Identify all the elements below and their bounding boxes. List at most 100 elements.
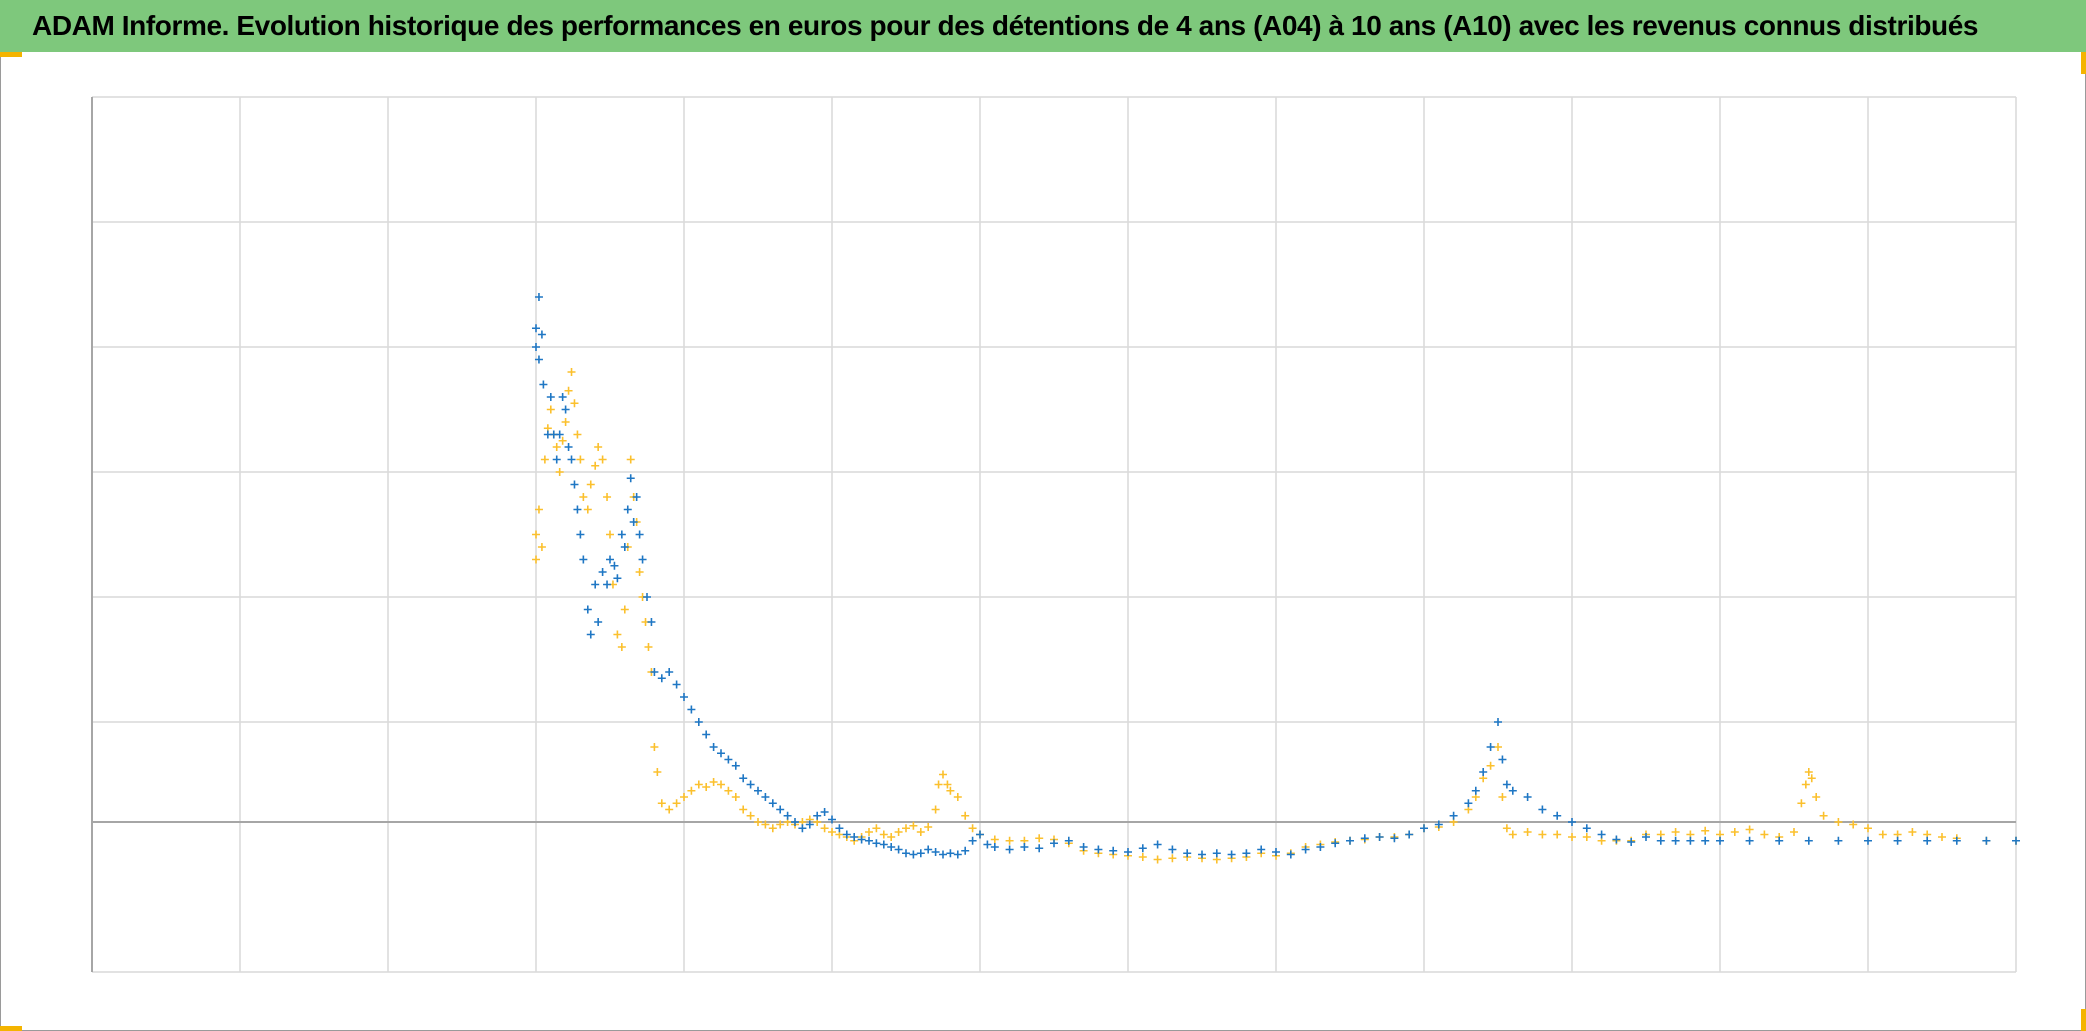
page-title: ADAM Informe. Evolution historique des p… (32, 10, 1979, 41)
series-a04-point (687, 705, 696, 714)
series-a10-point (931, 805, 940, 814)
series-a04-point (1804, 836, 1813, 845)
series-a10-point (916, 828, 925, 836)
series-a04-point (702, 730, 711, 739)
series-a10-point (943, 780, 952, 789)
series-a10-point (1498, 793, 1507, 801)
series-a10-point (579, 493, 588, 501)
series-a10-point (534, 505, 543, 514)
series-a04-point (1390, 834, 1399, 843)
series-a04-point (946, 849, 955, 858)
series-a04-point (1612, 835, 1621, 844)
series-a10-point (768, 824, 777, 833)
series-a04-point (717, 749, 725, 758)
series-a04-point (820, 808, 829, 816)
series-a04-point (1079, 843, 1088, 851)
series-a10-point (724, 786, 733, 795)
series-a04-point (1642, 833, 1650, 841)
series-a04-point (586, 630, 595, 639)
series-a04-point (1775, 836, 1784, 845)
title-bar: ADAM Informe. Evolution historique des p… (0, 0, 2086, 52)
series-a10-point (657, 799, 666, 808)
series-a04-point (1893, 836, 1902, 845)
series-a04-point (1301, 845, 1310, 854)
series-a10-point (561, 418, 570, 426)
series-a10-point (924, 823, 933, 831)
series-a04-point (570, 480, 579, 489)
series-a10-point (583, 505, 592, 514)
series-a04-point (783, 811, 792, 820)
series-a10-point (1671, 828, 1680, 836)
series-a10-point (1878, 830, 1887, 839)
series-a04-point (909, 850, 918, 859)
series-a10-point (739, 805, 748, 814)
series-a04-point (665, 668, 674, 676)
series-a04-point (857, 835, 866, 844)
series-a04-point (680, 693, 688, 701)
series-a10-point (540, 455, 549, 464)
series-a04-point (635, 530, 644, 539)
series-a04-point (1834, 836, 1843, 845)
series-a04-point (1671, 836, 1680, 845)
corner-accent-top-left (0, 52, 22, 57)
series-a10-point (598, 455, 607, 464)
series-a04-point (872, 839, 881, 848)
series-a04-point (1582, 824, 1591, 833)
series-a04-point (894, 845, 903, 854)
series-a10-point (570, 399, 579, 408)
series-a10-point (968, 824, 977, 833)
series-a10-point (1523, 828, 1532, 836)
series-a04-point (953, 850, 962, 859)
series-a04-point (532, 324, 540, 333)
series-a10-point (626, 455, 635, 464)
series-a04-point (1375, 833, 1384, 841)
series-a10-point (573, 430, 582, 439)
series-a04-point (1360, 834, 1369, 843)
series-a04-point (746, 780, 755, 789)
series-a04-point (924, 845, 933, 854)
series-a04-point (1523, 793, 1532, 801)
series-a04-point (1745, 836, 1754, 845)
series-a04-point (761, 793, 770, 801)
series-a04-point (617, 530, 626, 539)
series-a04-point (610, 561, 619, 570)
series-a04-point (776, 805, 785, 814)
series-a10-point (1812, 793, 1821, 801)
series-a10-point (865, 828, 873, 836)
series-a10-point (650, 743, 659, 751)
series-a04-point (1486, 743, 1495, 751)
series-a04-point (1242, 849, 1251, 858)
series-a04-point (1701, 836, 1710, 845)
series-a10-point (1553, 830, 1562, 839)
series-a10-point (1138, 853, 1147, 861)
series-a04-point (931, 848, 940, 856)
series-a10-point (754, 818, 762, 826)
series-a04-point (731, 761, 740, 770)
series-a10-point (887, 833, 896, 841)
series-a10-point (1834, 818, 1843, 826)
series-a04-point (632, 493, 641, 501)
series-a04-point (552, 455, 561, 464)
series-a04-point (1257, 845, 1266, 854)
series-a10-point (1864, 824, 1872, 833)
series-a04-point (626, 474, 635, 483)
series-a04-point (598, 568, 607, 576)
series-a04-point (539, 380, 548, 389)
series-a10-point (665, 805, 674, 814)
series-a04-point (532, 343, 540, 351)
series-a10-point (1005, 836, 1014, 845)
series-a04-point (576, 530, 585, 539)
series-a04-point (1153, 840, 1162, 849)
series-a10-point (709, 778, 718, 786)
series-a04-point (1005, 845, 1014, 854)
series-a10-point (1760, 830, 1769, 839)
series-a10-point (653, 768, 662, 776)
series-a04-point (1050, 839, 1058, 848)
series-a10-point (1819, 811, 1828, 820)
series-a10-point (828, 828, 836, 836)
series-a10-point (603, 493, 612, 501)
series-a04-point (939, 850, 947, 859)
series-a04-point (1094, 845, 1103, 854)
series-a04-point (579, 555, 588, 564)
